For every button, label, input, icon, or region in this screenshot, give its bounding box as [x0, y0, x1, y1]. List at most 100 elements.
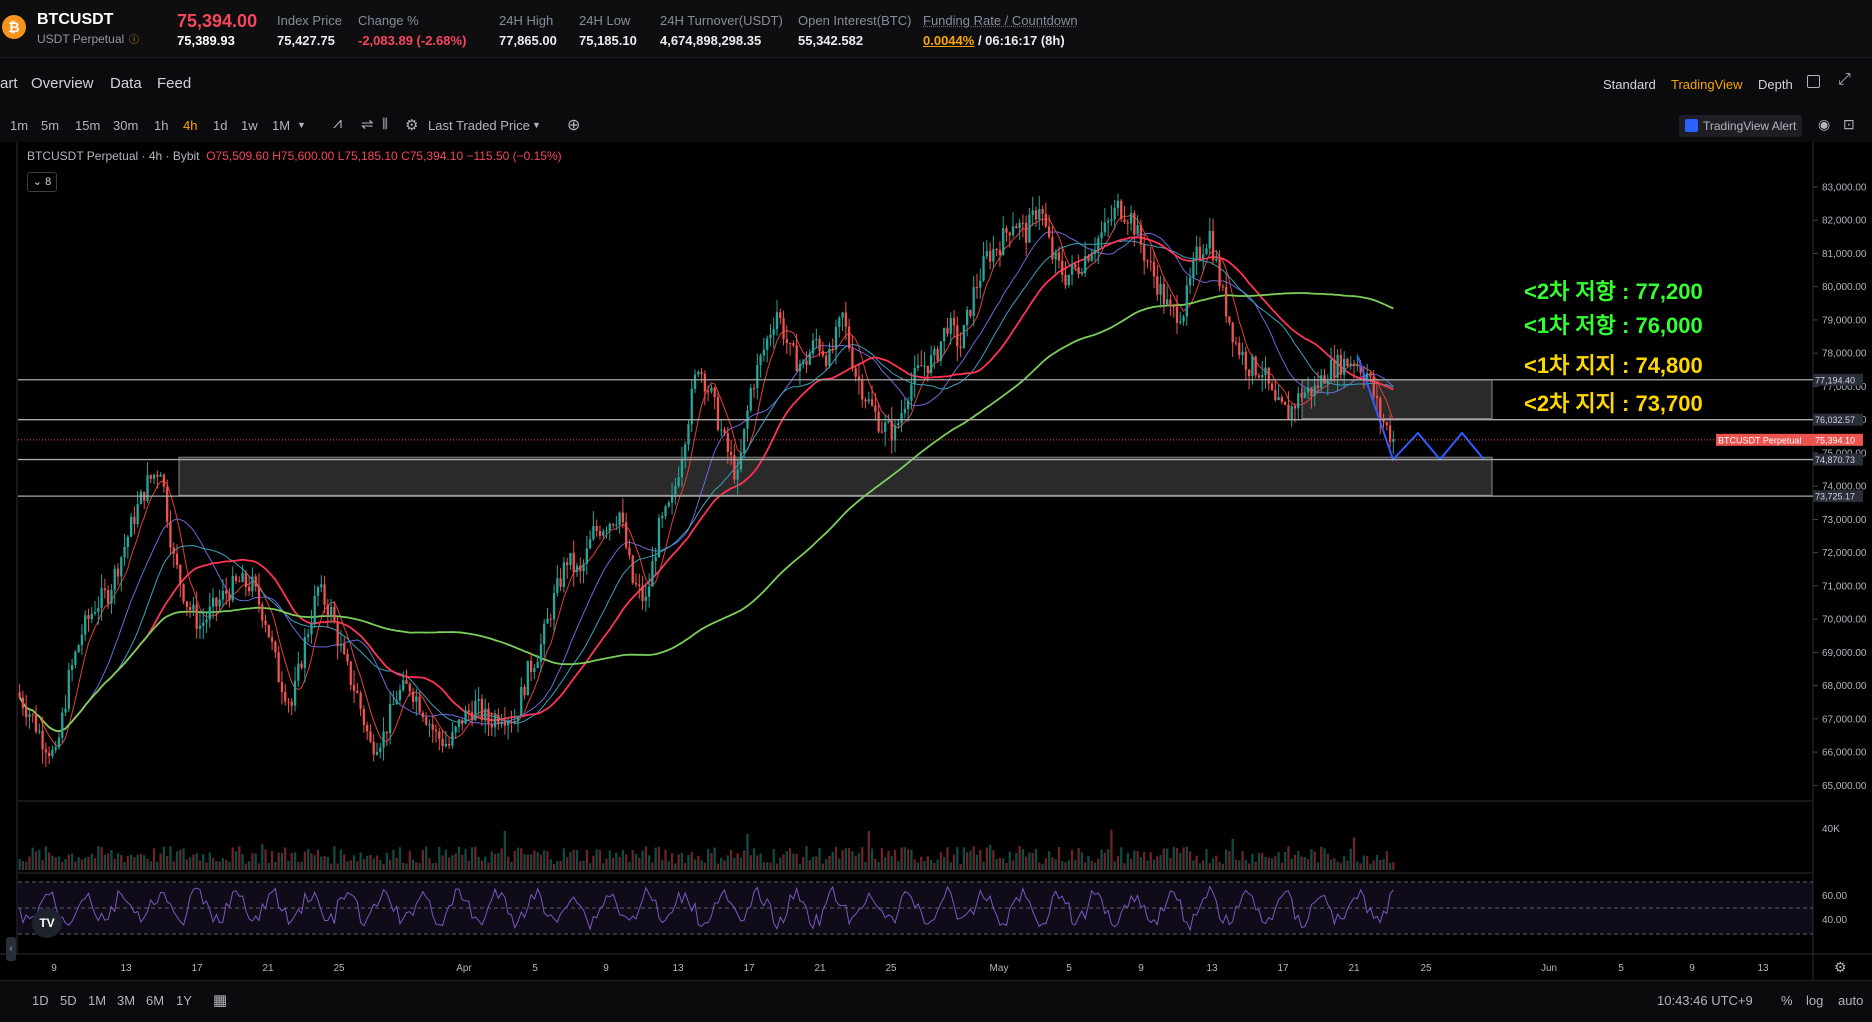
fullscreen-icon[interactable]: ⊡	[1843, 116, 1855, 132]
timeframe-1d[interactable]: 1d	[213, 118, 228, 133]
volume-bar	[356, 861, 359, 870]
volume-bar	[336, 863, 339, 870]
range-5d[interactable]: 5D	[60, 993, 77, 1008]
auto-toggle[interactable]: auto	[1838, 993, 1864, 1008]
volume-bar	[861, 847, 864, 870]
volume-bar	[706, 849, 710, 870]
candle	[192, 604, 195, 610]
candle	[670, 494, 674, 503]
candle	[982, 256, 985, 281]
stat-funding-rate[interactable]: Funding Rate / Countdown 0.0044% / 06:16:…	[923, 13, 1078, 48]
timeframe-5m[interactable]: 5m	[41, 118, 60, 133]
price-source-select[interactable]: Last Traded Price	[428, 118, 530, 133]
tab-data[interactable]: Data	[110, 75, 142, 92]
timeframe-1m[interactable]: 1m	[10, 118, 29, 133]
tradingview-logo-icon[interactable]: TV	[32, 908, 62, 938]
timeframe-1M[interactable]: 1M	[272, 118, 291, 133]
view-tradingview[interactable]: TradingView	[1671, 77, 1743, 92]
candle	[162, 474, 166, 487]
settings-icon[interactable]: ⚙	[405, 117, 419, 134]
expand-icon[interactable]: ⤢	[1838, 71, 1851, 88]
view-depth[interactable]: Depth	[1758, 77, 1793, 92]
volume-bar	[523, 854, 526, 870]
range-1m[interactable]: 1M	[88, 993, 107, 1008]
volume-bar	[238, 846, 241, 870]
candle	[146, 475, 149, 501]
chart-type-icon[interactable]: ⫼	[382, 116, 388, 131]
volume-bar	[847, 848, 851, 870]
clock[interactable]: 10:43:46 UTC+9	[1657, 993, 1753, 1008]
chart-area[interactable]: 40K 60.00 40.00 83,000.00 82,000.00 81,000.…	[0, 142, 1872, 980]
volume-bar	[133, 857, 136, 870]
tradingview-alert-button[interactable]: TradingView Alert	[1679, 115, 1803, 137]
volume-bar	[136, 854, 139, 870]
volume-bar	[1300, 856, 1303, 870]
volume-bar	[70, 853, 74, 870]
rsi-line	[19, 885, 1394, 932]
price-chart[interactable]: 40K 60.00 40.00 83,000.00 82,000.00 81,000.…	[0, 142, 1872, 980]
log-toggle[interactable]: log	[1806, 993, 1824, 1008]
volume-bar	[31, 847, 34, 870]
candle	[916, 365, 920, 368]
volume-bar	[146, 858, 149, 870]
candle	[313, 595, 316, 624]
view-standard[interactable]: Standard	[1603, 77, 1656, 92]
volume-bar	[326, 857, 329, 870]
timeframe-15m[interactable]: 15m	[75, 118, 101, 133]
candle	[120, 557, 123, 577]
drawing-tools-icon[interactable]: ⇌	[361, 116, 374, 133]
candle	[506, 721, 510, 726]
indicators-icon[interactable]: ⩘	[333, 115, 343, 132]
volume-bar	[34, 851, 38, 870]
timeframe-30m[interactable]: 30m	[113, 118, 139, 133]
volume-bar	[1106, 849, 1110, 870]
candle	[1175, 306, 1179, 323]
tab-feed[interactable]: Feed	[157, 75, 192, 92]
timeframe-4h[interactable]: 4h	[183, 118, 198, 133]
tab-overview[interactable]: Overview	[31, 75, 94, 92]
volume-bar	[975, 854, 979, 870]
chevron-down-icon[interactable]: ▼	[297, 120, 306, 130]
camera-icon[interactable]: ◉	[1818, 116, 1831, 132]
range-6m[interactable]: 6M	[146, 993, 165, 1008]
volume-bar	[992, 850, 995, 870]
volume-bar	[825, 859, 828, 870]
candle	[1234, 342, 1238, 344]
range-1d[interactable]: 1D	[32, 993, 49, 1008]
indicator-toggle[interactable]: ⌄ 8	[27, 172, 57, 192]
candle	[67, 670, 70, 709]
volume-bar	[300, 861, 303, 870]
timeframe-1w[interactable]: 1w	[241, 118, 258, 133]
tab-chart[interactable]: art	[0, 75, 18, 92]
volume-bar	[244, 863, 248, 870]
candle	[700, 371, 703, 374]
percent-toggle[interactable]: %	[1781, 993, 1793, 1008]
candle	[1080, 272, 1084, 275]
timeframe-1h[interactable]: 1h	[154, 118, 169, 133]
calendar-icon[interactable]: ▦	[213, 992, 228, 1009]
volume-bar	[1379, 860, 1382, 870]
candle	[185, 601, 188, 608]
y-tick-label: 78,000.00	[1822, 349, 1867, 360]
range-1y[interactable]: 1Y	[176, 993, 192, 1008]
volume-bar	[1008, 851, 1011, 870]
scroll-left-handle[interactable]: ‹	[6, 937, 16, 961]
candle	[231, 576, 234, 601]
volume-bar	[920, 856, 923, 870]
range-3m[interactable]: 3M	[117, 993, 136, 1008]
add-icon[interactable]: ⊕	[567, 117, 581, 134]
volume-bar	[480, 860, 484, 870]
stat-24h-low: 24H Low 75,185.10	[579, 13, 637, 48]
symbol-name[interactable]: BTCUSDT	[37, 11, 114, 28]
candle	[349, 661, 352, 685]
candle	[743, 428, 746, 453]
info-icon[interactable]: ⓘ	[129, 35, 140, 46]
candle	[395, 700, 398, 704]
volume-bar	[788, 848, 792, 870]
volume-bar	[611, 857, 615, 870]
chevron-down-icon[interactable]: ▼	[532, 120, 541, 130]
candle	[1211, 230, 1215, 261]
layout-icon[interactable]	[1807, 75, 1820, 88]
volume-bar	[264, 849, 267, 870]
volume-bar	[1385, 851, 1388, 870]
